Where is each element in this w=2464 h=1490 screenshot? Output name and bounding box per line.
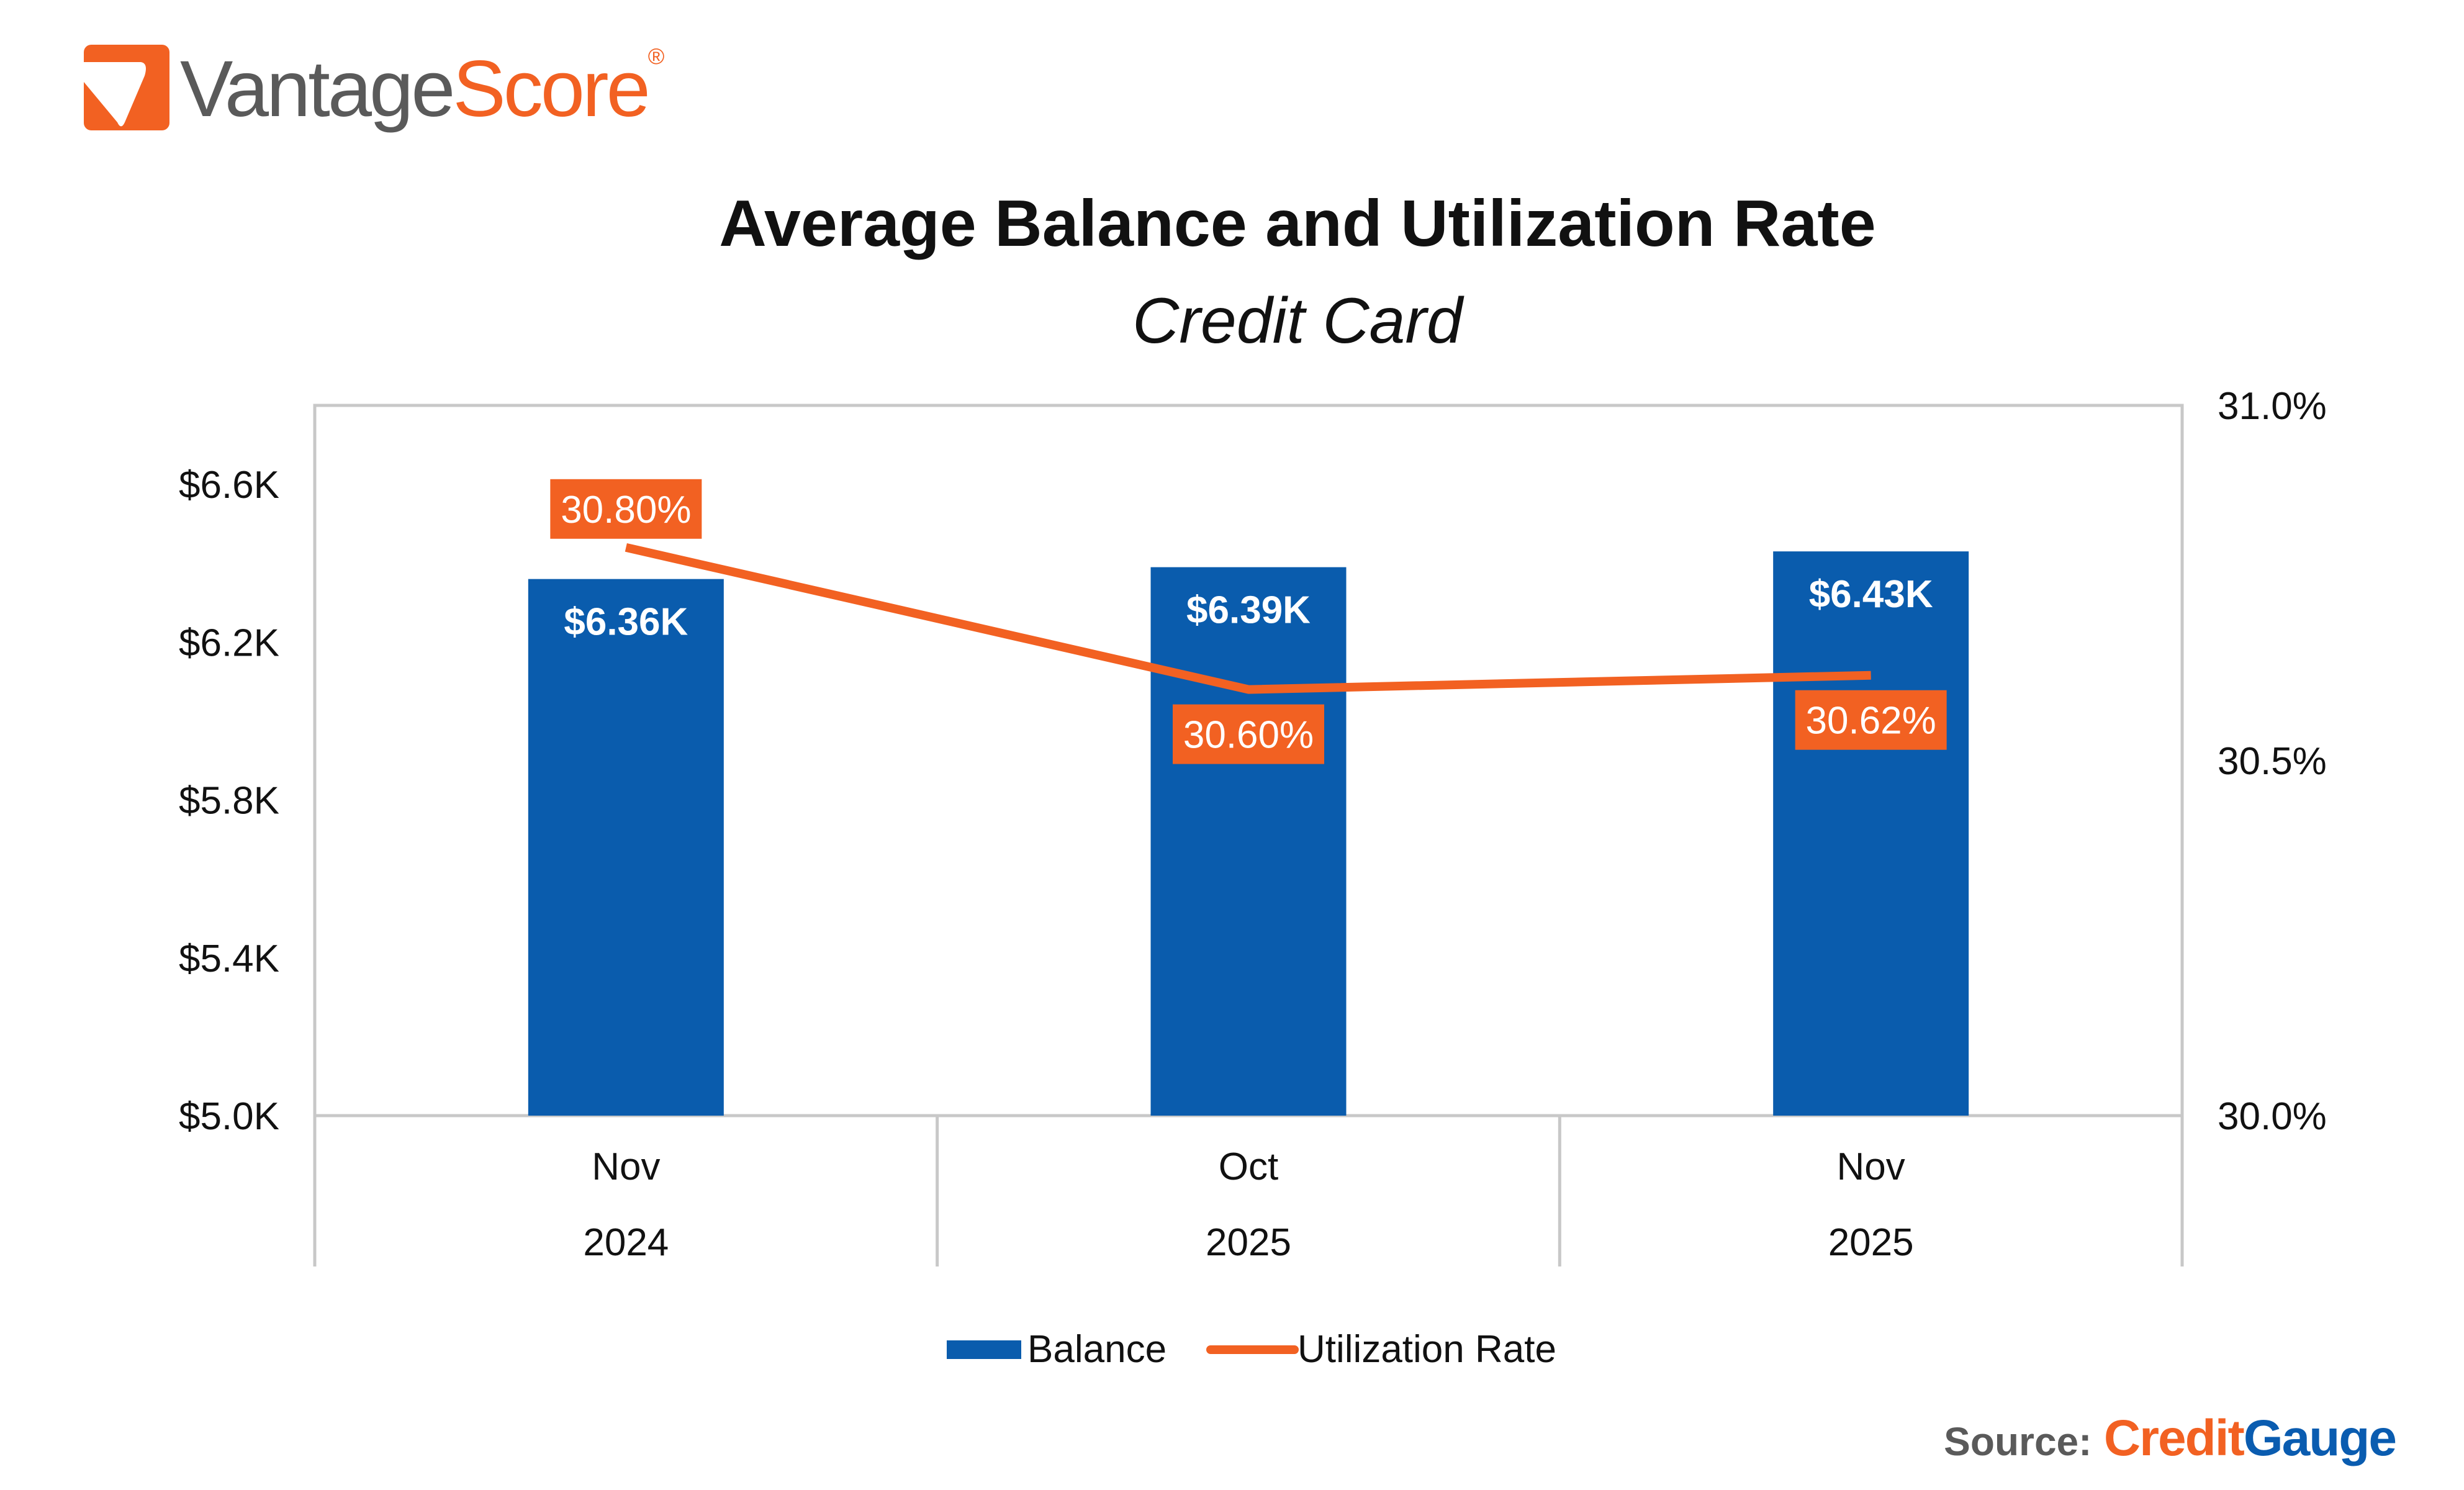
category-label-year: 2025 (1828, 1221, 1914, 1264)
bar-data-label: $6.36K (564, 601, 688, 644)
legend-label-utilization-rate: Utilization Rate (1297, 1328, 1556, 1371)
vantagescore-logo-icon (84, 45, 169, 130)
legend-swatch-balance (947, 1340, 1021, 1359)
category-label-year: 2024 (583, 1221, 669, 1264)
line-data-label: 30.80% (561, 489, 691, 531)
category-label-month: Oct (1219, 1145, 1278, 1188)
bar-data-label: $6.43K (1809, 573, 1933, 616)
category-label-year: 2025 (1206, 1221, 1291, 1264)
bar-data-label: $6.39K (1186, 589, 1311, 632)
legend-label-balance: Balance (1027, 1328, 1167, 1371)
bar-balance (528, 579, 724, 1116)
vantagescore-logo: VantageScore® (180, 43, 664, 133)
bar-balance (1150, 567, 1347, 1116)
line-utilization-rate (625, 543, 1871, 694)
category-label-month: Nov (592, 1145, 660, 1188)
line-data-label-box (1173, 704, 1324, 764)
left-axis-tick-label: $6.2K (179, 621, 279, 664)
left-axis-tick-label: $5.8K (179, 780, 279, 823)
line-data-label: 30.60% (1183, 714, 1314, 757)
right-axis-tick-label: 30.5% (2218, 740, 2327, 783)
line-data-label-box (1795, 690, 1947, 750)
left-axis-tick-label: $5.4K (179, 937, 279, 980)
chart-title: Average Balance and Utilization Rate (719, 187, 1876, 260)
right-axis-tick-label: 31.0% (2218, 385, 2327, 428)
bar-balance (1773, 551, 1969, 1116)
line-data-label-box (550, 479, 702, 539)
right-axis-tick-label: 30.0% (2218, 1095, 2327, 1138)
line-data-label: 30.62% (1806, 700, 1936, 743)
source-credit: Source: CreditGauge (1944, 1410, 2397, 1466)
left-axis-tick-label: $6.6K (179, 464, 279, 507)
left-axis-tick-label: $5.0K (179, 1095, 279, 1138)
category-label-month: Nov (1837, 1145, 1905, 1188)
chart-subtitle: Credit Card (1132, 285, 1463, 357)
